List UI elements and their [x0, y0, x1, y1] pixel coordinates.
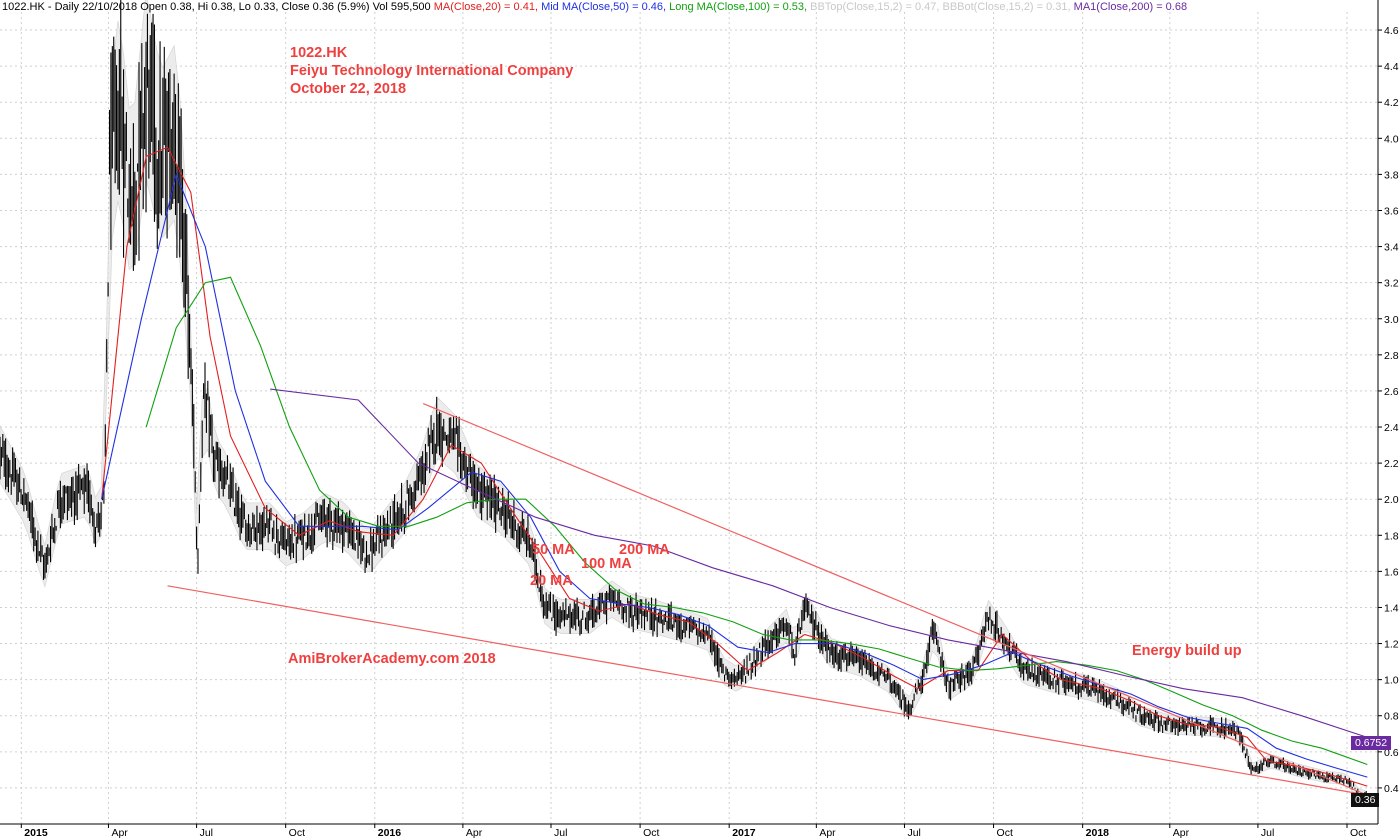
y-tick-label: 3.2 — [1384, 278, 1399, 290]
y-tick-label: 4.2 — [1384, 97, 1399, 109]
y-tick-label: 1.4 — [1384, 602, 1399, 614]
moving-averages — [101, 146, 1368, 787]
y-tick-label: 3.4 — [1384, 242, 1399, 254]
y-tick-label: 0.8 — [1384, 711, 1399, 723]
title-date: October 22, 2018 — [290, 81, 407, 97]
x-tick-label: Jul — [907, 827, 920, 839]
ma200-value-badge: 0.6752 — [1351, 736, 1392, 750]
y-tick-label: 1.6 — [1384, 566, 1399, 578]
y-tick-label: 3.0 — [1384, 314, 1399, 326]
price-bars — [0, 0, 1367, 801]
y-tick-label: 3.8 — [1384, 169, 1399, 181]
y-tick-label: 2.2 — [1384, 458, 1399, 470]
x-tick-label: Oct — [1350, 827, 1366, 839]
ma100-label: 100 MA — [581, 556, 632, 572]
x-tick-label: Apr — [466, 827, 483, 839]
x-tick-label: Oct — [997, 827, 1013, 839]
y-tick-label: 1.8 — [1384, 530, 1399, 542]
ma-line-ma-close-20- — [101, 146, 1368, 787]
x-tick-label: Jul — [554, 827, 567, 839]
chart-title-block: 1022.HK Feiyu Technology International C… — [290, 44, 573, 98]
y-tick-label: 2.6 — [1384, 386, 1399, 398]
title-company: Feiyu Technology International Company — [290, 63, 574, 79]
ma100-legend: Long MA(Close,100) = 0.53, — [669, 1, 808, 13]
title-symbol: 1022.HK — [290, 45, 348, 61]
x-tick-label: Apr — [1173, 827, 1190, 839]
y-tick-label: 0.4 — [1384, 783, 1399, 795]
bbtop-legend: BBTop(Close,15,2) = 0.47, — [810, 1, 940, 13]
x-tick-label: Apr — [111, 827, 128, 839]
ma-line-ma1-close-200- — [270, 388, 1368, 738]
ma200-legend: MA1(Close,200) = 0.68 — [1073, 1, 1188, 13]
energy-label: Energy build up — [1132, 643, 1242, 659]
symbol-info: 1022.HK - Daily 22/10/2018 Open 0.38, Hi… — [2, 1, 431, 13]
chart-header: 1022.HK - Daily 22/10/2018 Open 0.38, Hi… — [2, 1, 1187, 13]
trendlines — [167, 403, 1368, 796]
bbbot-legend: BBBot(Close,15,2) = 0.31, — [942, 1, 1071, 13]
ma20-legend: MA(Close,20) = 0.41, — [433, 1, 538, 13]
trendline-upper — [422, 403, 1368, 796]
x-tick-label: Apr — [819, 827, 836, 839]
y-tick-label: 4.0 — [1384, 133, 1399, 145]
y-tick-label: 2.8 — [1384, 350, 1399, 362]
x-tick-label: 2015 — [24, 827, 48, 839]
x-tick-label: 2016 — [378, 827, 402, 839]
y-tick-label: 1.0 — [1384, 675, 1399, 687]
y-tick-label: 1.2 — [1384, 639, 1399, 651]
ma200-label: 200 MA — [619, 542, 670, 558]
trendline-lower — [167, 585, 1368, 796]
x-tick-label: Jul — [1261, 827, 1274, 839]
y-tick-label: 3.6 — [1384, 205, 1399, 217]
watermark-text: AmiBrokerAcademy.com 2018 — [288, 651, 496, 667]
close-value-badge: 0.36 — [1351, 793, 1380, 807]
ma50-label: 50 MA — [532, 542, 575, 558]
x-tick-label: Jul — [200, 827, 213, 839]
ma50-legend: Mid MA(Close,50) = 0.46, — [541, 1, 667, 13]
ma-line-long-ma-close-100- — [145, 276, 1368, 766]
x-tick-label: Oct — [289, 827, 305, 839]
ma20-label: 20 MA — [530, 573, 573, 589]
x-tick-label: 2018 — [1086, 827, 1110, 839]
x-tick-label: Oct — [643, 827, 659, 839]
x-tick-label: 2017 — [732, 827, 756, 839]
y-tick-label: 4.4 — [1384, 61, 1399, 73]
ma-line-mid-ma-close-50- — [101, 172, 1368, 778]
y-tick-label: 4.6 — [1384, 25, 1399, 37]
y-tick-label: 2.0 — [1384, 494, 1399, 506]
y-tick-label: 2.4 — [1384, 422, 1399, 434]
